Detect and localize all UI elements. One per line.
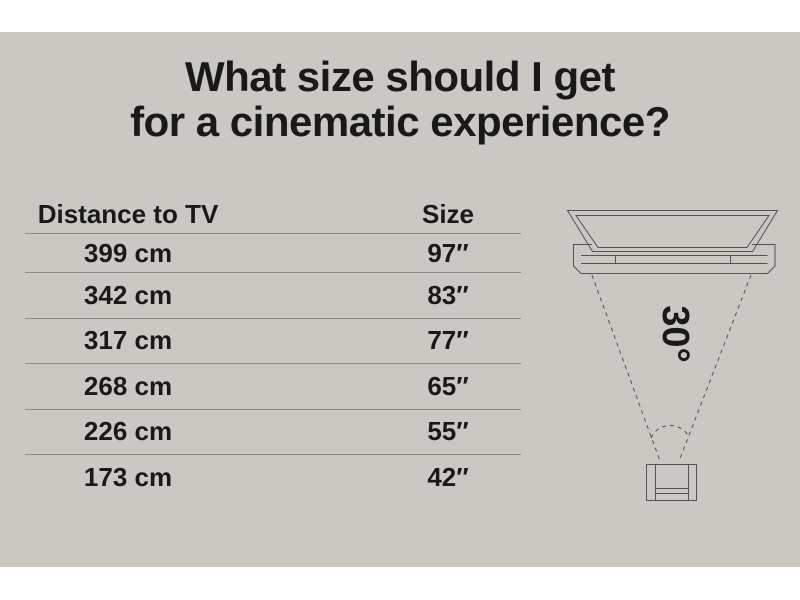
- size-cell: 97″: [427, 237, 469, 268]
- viewing-angle-arc: [650, 424, 690, 439]
- table-row: 173 cm 42″: [25, 454, 521, 500]
- grey-background-band: [0, 32, 800, 567]
- tv-viewing-angle-diagram: 30°: [566, 210, 779, 501]
- tv-top-view-icon: [566, 210, 779, 274]
- distance-cell: 342 cm: [83, 279, 173, 310]
- column-header-size: Size: [421, 199, 475, 229]
- page-title-line1: What size should I get: [184, 53, 616, 100]
- angle-label: 30°: [654, 305, 696, 362]
- table-row: 268 cm 65″: [25, 363, 521, 409]
- viewing-angle-right-line: [678, 274, 752, 462]
- distance-cell: 399 cm: [83, 237, 173, 268]
- page-title-line2: for a cinematic experience?: [130, 98, 670, 145]
- viewing-angle-left-line: [591, 274, 661, 462]
- distance-cell: 173 cm: [83, 461, 173, 492]
- table-header-row: Distance to TV Size: [25, 196, 521, 233]
- size-cell: 65″: [427, 370, 469, 401]
- table-row: 342 cm 83″: [25, 272, 521, 318]
- size-cell: 83″: [427, 279, 469, 310]
- size-table: Distance to TV Size 399 cm 97″ 342 cm 83…: [25, 196, 521, 500]
- distance-cell: 317 cm: [83, 325, 173, 356]
- size-cell: 55″: [427, 416, 469, 447]
- page-title: What size should I get for a cinematic e…: [0, 54, 800, 144]
- distance-cell: 268 cm: [83, 370, 173, 401]
- table-row: 399 cm 97″: [25, 233, 521, 272]
- size-cell: 42″: [427, 461, 469, 492]
- table-row: 317 cm 77″: [25, 317, 521, 364]
- sofa-top-view-icon: [646, 464, 697, 501]
- size-cell: 77″: [427, 325, 469, 356]
- column-header-distance: Distance to TV: [37, 199, 219, 229]
- table-row: 226 cm 55″: [25, 408, 521, 455]
- distance-cell: 226 cm: [83, 416, 173, 447]
